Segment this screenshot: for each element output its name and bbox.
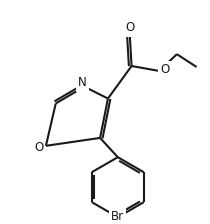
Text: N: N — [78, 76, 87, 89]
Text: O: O — [160, 63, 170, 76]
Text: O: O — [125, 22, 134, 34]
Text: Br: Br — [111, 210, 124, 223]
Text: O: O — [34, 141, 43, 154]
